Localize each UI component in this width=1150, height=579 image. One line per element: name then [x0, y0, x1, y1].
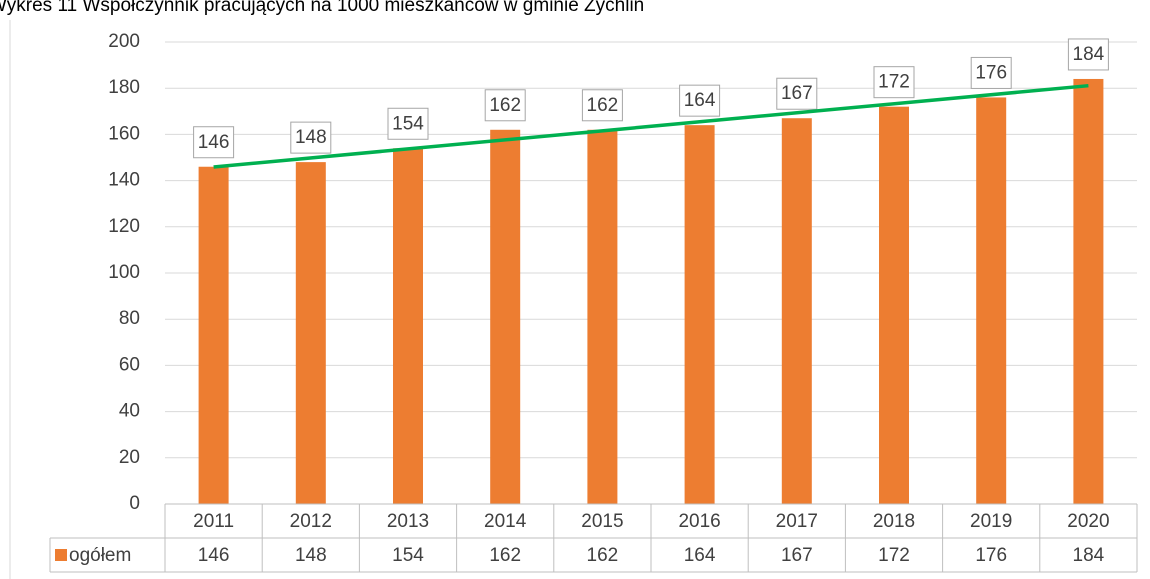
bar — [684, 125, 715, 504]
y-tick-label: 160 — [108, 123, 140, 144]
data-label-box — [290, 121, 332, 154]
table-value: 162 — [587, 545, 619, 566]
data-label-box — [970, 56, 1012, 89]
x-tick-label: 2012 — [290, 511, 332, 532]
table-value: 167 — [781, 545, 813, 566]
bar — [393, 148, 423, 504]
table-value: 154 — [392, 545, 424, 566]
table-value: 148 — [295, 545, 327, 566]
data-label: 172 — [878, 72, 910, 93]
bar — [198, 166, 229, 505]
y-tick-label: 0 — [129, 493, 140, 514]
table-value: 164 — [684, 545, 716, 566]
bar — [879, 106, 909, 505]
x-tick-label: 2014 — [484, 511, 527, 532]
data-label-box — [387, 107, 429, 140]
data-label-box — [873, 66, 915, 99]
x-tick-label: 2013 — [387, 511, 429, 532]
bar — [976, 97, 1007, 504]
x-tick-label: 2015 — [581, 511, 623, 532]
legend-label: ogółem — [69, 545, 131, 566]
bar — [587, 129, 618, 504]
y-tick-label: 80 — [119, 308, 140, 329]
data-label: 146 — [198, 132, 230, 153]
data-label: 148 — [295, 127, 327, 148]
data-label-box — [581, 89, 623, 122]
legend-swatch — [55, 549, 67, 561]
bar — [781, 118, 812, 504]
y-tick-label: 20 — [119, 447, 140, 468]
data-label: 154 — [392, 113, 424, 134]
data-label: 184 — [1073, 44, 1105, 65]
bar — [490, 129, 521, 504]
table-value: 146 — [198, 545, 230, 566]
table-value: 184 — [1073, 545, 1105, 566]
table-value: 172 — [878, 545, 910, 566]
x-tick-label: 2019 — [970, 511, 1012, 532]
bar — [1073, 78, 1104, 505]
y-tick-label: 40 — [119, 401, 140, 422]
x-tick-label: 2020 — [1067, 511, 1109, 532]
trendline — [213, 83, 1089, 169]
data-label: 167 — [781, 83, 813, 104]
data-label-box — [776, 77, 818, 110]
data-label-box — [1067, 38, 1109, 71]
x-tick-label: 2016 — [678, 511, 720, 532]
data-label-box — [193, 126, 235, 159]
bar — [295, 162, 326, 504]
data-label: 176 — [975, 62, 1007, 83]
y-tick-label: 60 — [119, 354, 140, 375]
y-tick-label: 140 — [108, 170, 140, 191]
table-value: 176 — [975, 545, 1007, 566]
y-tick-label: 200 — [108, 31, 140, 52]
x-tick-label: 2011 — [193, 511, 234, 532]
x-tick-label: 2017 — [776, 511, 818, 532]
data-label: 162 — [587, 95, 619, 116]
data-label-box — [484, 89, 526, 122]
y-tick-label: 180 — [108, 77, 140, 98]
x-tick-label: 2018 — [873, 511, 915, 532]
data-label: 164 — [684, 90, 716, 111]
chart-title: Wykres 11 Współczynnik pracujących na 10… — [0, 0, 644, 16]
y-tick-label: 100 — [108, 262, 140, 283]
y-tick-label: 120 — [108, 216, 140, 237]
table-value: 162 — [489, 545, 521, 566]
data-label: 162 — [489, 95, 521, 116]
data-label-box — [679, 84, 721, 117]
